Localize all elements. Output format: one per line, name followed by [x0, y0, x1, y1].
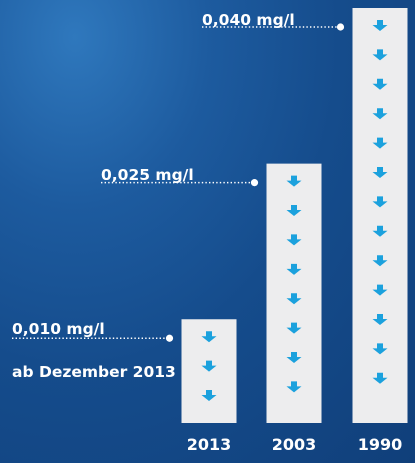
down-arrow-icon: [286, 263, 302, 275]
down-arrow-icon: [201, 390, 217, 402]
labels-group: 0,010 mg/l ab Dezember 2013 0,025 mg/l 0…: [12, 11, 402, 454]
bar-1990: [352, 8, 408, 423]
down-arrow-icon: [286, 175, 302, 187]
down-arrow-icon: [372, 78, 388, 90]
leader-dot-1990: [336, 23, 345, 31]
category-label-2013: 2013: [187, 435, 232, 454]
down-arrow-icon: [286, 205, 302, 217]
down-arrow-icon: [286, 352, 302, 364]
value-label-2013: 0,010 mg/l: [12, 320, 105, 338]
value-label-1990: 0,040 mg/l: [202, 11, 295, 29]
down-arrow-icon: [372, 255, 388, 267]
value-label-2003: 0,025 mg/l: [101, 166, 194, 184]
down-arrow-icon: [286, 293, 302, 305]
down-arrow-icon: [286, 234, 302, 246]
category-label-1990: 1990: [358, 435, 403, 454]
down-arrow-icon: [201, 331, 217, 343]
down-arrow-icon: [372, 314, 388, 325]
down-arrow-icon: [372, 137, 388, 149]
leader-dot-2003: [250, 179, 259, 187]
down-arrow-icon: [201, 360, 217, 372]
down-arrow-icon: [372, 108, 388, 120]
arrows-group: [201, 20, 388, 402]
down-arrow-icon: [372, 284, 388, 296]
leader-dot-2013: [165, 334, 174, 342]
down-arrow-icon: [372, 49, 388, 61]
down-arrow-icon: [372, 196, 388, 208]
leaders-group: [12, 23, 345, 342]
down-arrow-icon: [286, 322, 302, 334]
down-arrow-icon: [372, 225, 388, 237]
down-arrow-icon: [372, 167, 388, 178]
down-arrow-icon: [372, 372, 388, 384]
down-arrow-icon: [372, 343, 388, 355]
down-arrow-icon: [372, 20, 388, 31]
category-label-2003: 2003: [272, 435, 317, 454]
annotation-label: ab Dezember 2013: [12, 363, 176, 381]
down-arrow-icon: [286, 381, 302, 393]
